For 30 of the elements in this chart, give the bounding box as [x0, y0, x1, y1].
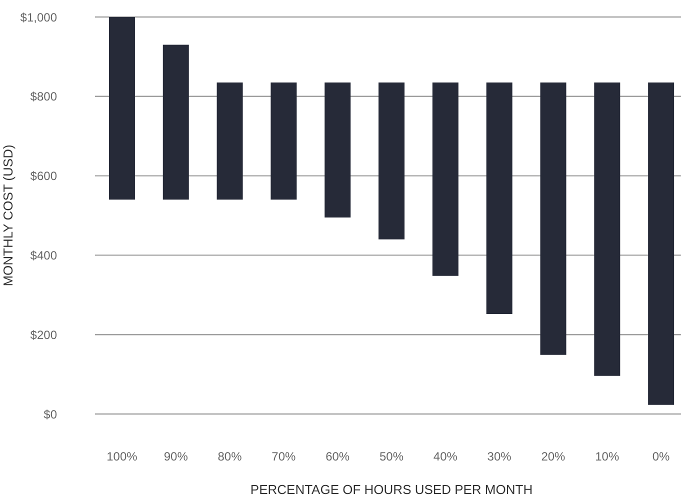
x-tick-label: 10%	[595, 450, 620, 464]
x-tick-label: 20%	[541, 450, 566, 464]
y-axis-title: MONTHLY COST (USD)	[0, 144, 16, 286]
bar	[594, 82, 620, 376]
bar	[270, 82, 297, 200]
bar	[324, 82, 351, 218]
bar	[486, 82, 512, 314]
x-tick-label: 30%	[487, 450, 512, 464]
bar	[108, 17, 135, 200]
y-tick-label: $0	[44, 407, 58, 422]
x-tick-label: 90%	[164, 450, 188, 464]
y-tick-label: $200	[30, 328, 58, 342]
x-tick-label: 40%	[433, 450, 458, 464]
y-tick-label: $800	[30, 90, 58, 104]
bar	[162, 44, 189, 200]
bar	[540, 82, 566, 355]
x-axis-title: PERCENTAGE OF HOURS USED PER MONTH	[250, 482, 533, 496]
x-tick-label: 50%	[379, 450, 404, 464]
y-tick-label: $1,000	[20, 10, 58, 24]
x-tick-label: 80%	[218, 450, 242, 464]
x-tick-label: 100%	[106, 450, 138, 464]
y-tick-label: $400	[30, 248, 58, 262]
x-tick-label: 70%	[272, 450, 296, 464]
bar	[432, 82, 458, 276]
x-tick-label: 60%	[326, 450, 350, 464]
bar	[378, 82, 405, 240]
y-tick-label: $600	[30, 169, 58, 184]
bar	[216, 82, 243, 200]
bar	[648, 82, 674, 405]
x-tick-label: 0%	[652, 450, 670, 464]
